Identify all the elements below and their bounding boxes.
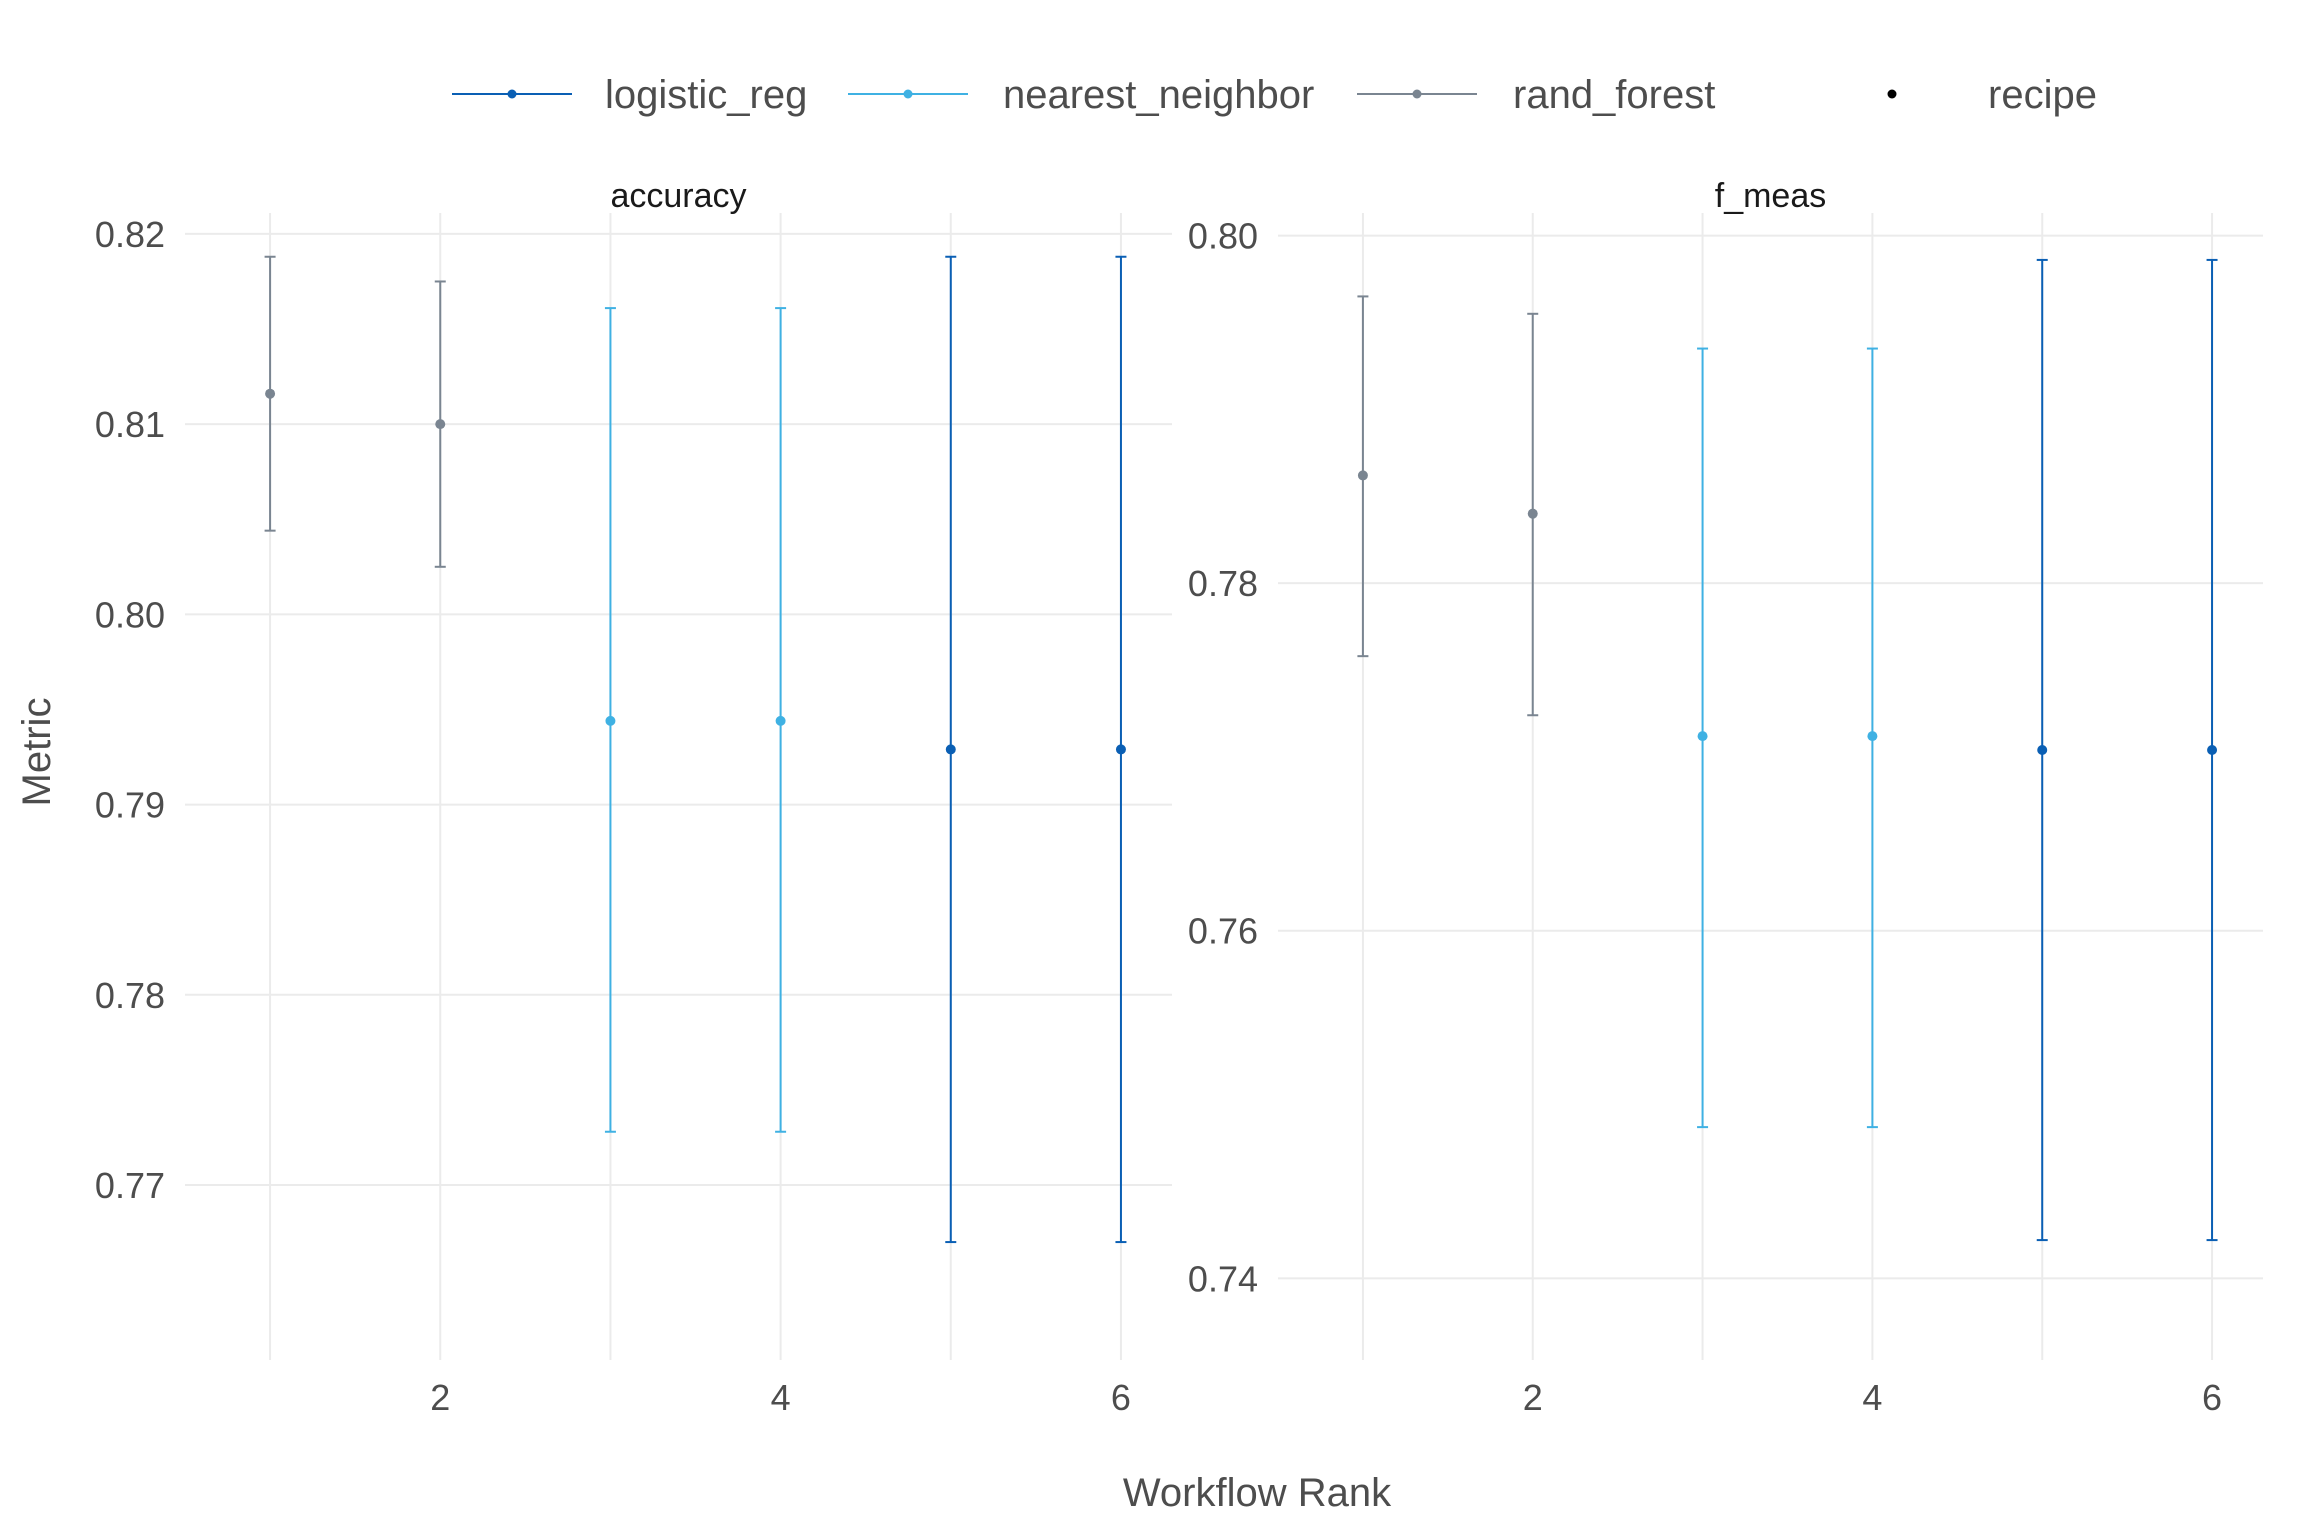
legend-key-point bbox=[903, 89, 913, 99]
error-bar-rank-5 bbox=[945, 255, 957, 1244]
y-tick-label: 0.79 bbox=[95, 785, 165, 826]
gridlines bbox=[1278, 213, 2263, 1360]
data-point bbox=[2037, 745, 2048, 756]
legend-item-rand-forest: rand_forest bbox=[1357, 73, 1715, 117]
legend-item-nearest-neighbor: nearest_neighbor bbox=[848, 73, 1314, 117]
data-point bbox=[1115, 744, 1126, 755]
facet-panel-f-meas: f_meas 0.74 0.76 0.78 0.80 2 4 6 bbox=[1188, 177, 2263, 1418]
x-axis-title: Workflow Rank bbox=[1123, 1471, 1392, 1515]
y-tick-label: 0.80 bbox=[1188, 216, 1258, 257]
legend-item-recipe: recipe bbox=[1887, 73, 2097, 117]
data-point bbox=[1697, 731, 1708, 742]
data-point bbox=[1357, 470, 1368, 481]
data-point bbox=[265, 388, 276, 399]
legend-item-logistic-reg: logistic_reg bbox=[452, 73, 807, 117]
error-bar-rank-2 bbox=[1527, 312, 1539, 717]
data-point bbox=[945, 744, 956, 755]
error-bar-rank-4 bbox=[775, 307, 787, 1133]
error-bar-rank-3 bbox=[1697, 347, 1709, 1129]
data-point bbox=[1867, 731, 1878, 742]
error-bar-rank-5 bbox=[2036, 258, 2048, 1242]
y-tick-label: 0.80 bbox=[95, 594, 165, 635]
legend-label: recipe bbox=[1988, 73, 2097, 117]
y-tick-label: 0.82 bbox=[95, 214, 165, 255]
error-bar-rank-1 bbox=[1357, 295, 1369, 658]
legend-key-point bbox=[1412, 89, 1422, 99]
legend-label: rand_forest bbox=[1513, 73, 1715, 117]
error-bar-rank-4 bbox=[1866, 347, 1878, 1129]
y-tick-label: 0.76 bbox=[1188, 911, 1258, 952]
x-tick-label: 2 bbox=[430, 1377, 450, 1418]
error-bar-rank-2 bbox=[434, 280, 446, 568]
y-tick-label: 0.81 bbox=[95, 404, 165, 445]
data-point bbox=[435, 419, 446, 430]
y-tick-label: 0.74 bbox=[1188, 1258, 1258, 1299]
legend-key-point bbox=[1887, 89, 1897, 99]
data-point bbox=[605, 715, 616, 726]
legend: logistic_reg nearest_neighbor rand_forest r… bbox=[452, 73, 2097, 117]
y-tick-label: 0.78 bbox=[95, 975, 165, 1016]
x-tick-label: 4 bbox=[1862, 1377, 1882, 1418]
y-tick-label: 0.77 bbox=[95, 1165, 165, 1206]
error-bar-rank-6 bbox=[2206, 258, 2218, 1242]
y-tick-label: 0.78 bbox=[1188, 563, 1258, 604]
error-bar-rank-3 bbox=[604, 307, 616, 1133]
x-tick-label: 4 bbox=[771, 1377, 791, 1418]
error-bar-rank-6 bbox=[1115, 255, 1127, 1244]
legend-label: nearest_neighbor bbox=[1003, 73, 1314, 117]
x-tick-label: 6 bbox=[2202, 1377, 2222, 1418]
facet-panel-accuracy: accuracy 0.77 0.78 0.79 0.80 0.81 0.82 2 4 6 bbox=[95, 177, 1172, 1418]
gridlines bbox=[185, 213, 1172, 1360]
facet-title: f_meas bbox=[1715, 177, 1827, 215]
x-tick-label: 6 bbox=[1111, 1377, 1131, 1418]
x-tick-label: 2 bbox=[1523, 1377, 1543, 1418]
error-bar-rank-1 bbox=[264, 255, 276, 532]
data-point bbox=[775, 715, 786, 726]
legend-key-point bbox=[507, 89, 517, 99]
y-axis-title: Metric bbox=[15, 698, 59, 807]
legend-label: logistic_reg bbox=[605, 73, 807, 117]
data-point bbox=[1527, 508, 1538, 519]
data-point bbox=[2207, 745, 2218, 756]
facet-title: accuracy bbox=[610, 177, 746, 215]
